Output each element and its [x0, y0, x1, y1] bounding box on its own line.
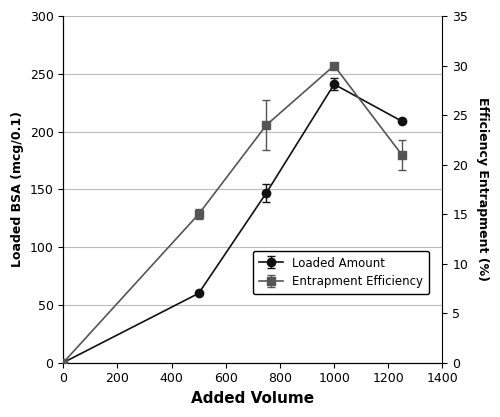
X-axis label: Added Volume: Added Volume	[192, 391, 314, 406]
Y-axis label: Loaded BSA (mcg/0.1): Loaded BSA (mcg/0.1)	[11, 111, 24, 267]
Y-axis label: Efficiency Entrapment (%): Efficiency Entrapment (%)	[476, 97, 489, 281]
Legend: Loaded Amount, Entrapment Efficiency: Loaded Amount, Entrapment Efficiency	[253, 251, 429, 294]
